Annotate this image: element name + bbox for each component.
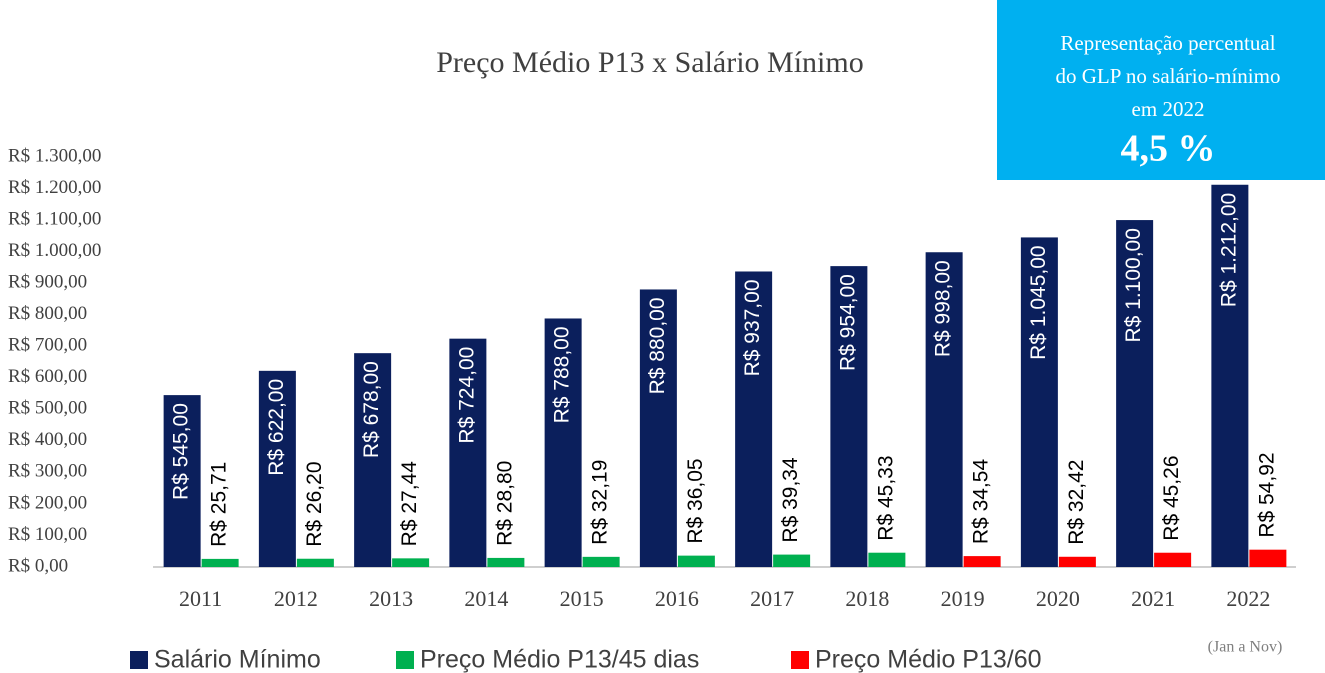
note: (Jan a Nov) bbox=[1208, 639, 1283, 656]
chart-title: Preço Médio P13 x Salário Mínimo bbox=[436, 46, 863, 79]
value-label: R$ 39,34 bbox=[779, 457, 802, 543]
y-tick-label: R$ 800,00 bbox=[8, 303, 87, 324]
x-tick-label: 2013 bbox=[369, 586, 413, 611]
value-label: R$ 937,00 bbox=[741, 279, 764, 376]
value-label: R$ 27,44 bbox=[398, 461, 421, 547]
value-label: R$ 34,54 bbox=[970, 459, 993, 545]
value-label: R$ 998,00 bbox=[932, 260, 955, 357]
legend-swatch bbox=[130, 651, 148, 669]
y-tick-label: R$ 100,00 bbox=[8, 524, 87, 545]
bar bbox=[1020, 237, 1058, 567]
legend-swatch bbox=[396, 651, 414, 669]
x-tick-label: 2016 bbox=[655, 586, 699, 611]
y-tick-label: R$ 1.100,00 bbox=[8, 208, 101, 229]
x-tick-label: 2014 bbox=[464, 586, 508, 611]
bar bbox=[1249, 549, 1287, 567]
bar bbox=[449, 338, 487, 567]
value-label: R$ 724,00 bbox=[455, 347, 478, 444]
bar bbox=[258, 370, 296, 567]
value-label: R$ 28,80 bbox=[493, 461, 516, 546]
annotation-value: 4,5 % bbox=[1121, 128, 1216, 170]
y-tick-label: R$ 1.200,00 bbox=[8, 177, 101, 198]
legend-swatch bbox=[791, 651, 809, 669]
value-label: R$ 954,00 bbox=[836, 274, 859, 371]
value-label: R$ 45,26 bbox=[1160, 455, 1183, 540]
bar bbox=[296, 558, 334, 567]
value-label: R$ 1.100,00 bbox=[1122, 228, 1145, 342]
x-tick-label: 2011 bbox=[179, 586, 222, 611]
y-tick-label: R$ 200,00 bbox=[8, 492, 87, 513]
bar bbox=[1058, 556, 1096, 567]
bar bbox=[544, 318, 582, 567]
x-tick-label: 2019 bbox=[941, 586, 985, 611]
legend-label: Salário Mínimo bbox=[154, 646, 321, 673]
value-label: R$ 32,19 bbox=[589, 460, 612, 545]
value-label: R$ 54,92 bbox=[1255, 452, 1278, 537]
bar bbox=[677, 555, 715, 567]
annotation-text: em 2022 bbox=[1132, 97, 1205, 121]
bar bbox=[868, 552, 906, 567]
annotation-box bbox=[997, 0, 1325, 180]
value-label: R$ 678,00 bbox=[360, 361, 383, 458]
bar bbox=[201, 558, 239, 567]
value-label: R$ 32,42 bbox=[1065, 460, 1088, 545]
y-tick-label: R$ 1.000,00 bbox=[8, 240, 101, 261]
bar bbox=[1211, 184, 1249, 567]
value-label: R$ 788,00 bbox=[551, 326, 574, 423]
bar bbox=[735, 271, 773, 567]
value-label: R$ 622,00 bbox=[265, 379, 288, 476]
value-label: R$ 545,00 bbox=[170, 403, 193, 500]
bar bbox=[963, 556, 1001, 567]
y-tick-label: R$ 700,00 bbox=[8, 335, 87, 356]
y-tick-label: R$ 600,00 bbox=[8, 366, 87, 387]
bar bbox=[830, 266, 868, 567]
bar bbox=[639, 289, 677, 567]
value-label: R$ 26,20 bbox=[303, 462, 326, 547]
bar bbox=[925, 252, 963, 567]
y-tick-label: R$ 900,00 bbox=[8, 272, 87, 293]
x-tick-label: 2018 bbox=[845, 586, 889, 611]
x-tick-label: 2022 bbox=[1226, 586, 1270, 611]
value-label: R$ 25,71 bbox=[208, 462, 231, 547]
y-tick-label: R$ 300,00 bbox=[8, 461, 87, 482]
value-label: R$ 45,33 bbox=[874, 455, 897, 540]
x-tick-label: 2020 bbox=[1036, 586, 1080, 611]
x-tick-label: 2017 bbox=[750, 586, 794, 611]
bar bbox=[1116, 220, 1154, 568]
value-label: R$ 1.212,00 bbox=[1217, 193, 1240, 307]
bar bbox=[487, 557, 525, 567]
y-tick-label: R$ 400,00 bbox=[8, 429, 87, 450]
y-tick-label: R$ 0,00 bbox=[8, 555, 68, 576]
y-tick-label: R$ 1.300,00 bbox=[8, 145, 101, 166]
bar bbox=[354, 353, 392, 567]
bar bbox=[163, 395, 201, 567]
x-tick-label: 2015 bbox=[560, 586, 604, 611]
annotation-text: Representação percentual bbox=[1060, 31, 1275, 55]
value-label: R$ 880,00 bbox=[646, 297, 669, 394]
x-tick-label: 2021 bbox=[1131, 586, 1175, 611]
bar bbox=[1154, 552, 1192, 567]
bar bbox=[773, 554, 811, 567]
annotation-text: do GLP no salário-mínimo bbox=[1056, 64, 1281, 88]
legend-label: Preço Médio P13/45 dias bbox=[420, 646, 699, 673]
bar bbox=[392, 558, 430, 567]
bar bbox=[582, 556, 620, 567]
value-label: R$ 1.045,00 bbox=[1027, 245, 1050, 359]
x-tick-label: 2012 bbox=[274, 586, 318, 611]
value-label: R$ 36,05 bbox=[684, 458, 707, 543]
legend-label: Preço Médio P13/60 bbox=[815, 646, 1042, 673]
y-tick-label: R$ 500,00 bbox=[8, 398, 87, 419]
